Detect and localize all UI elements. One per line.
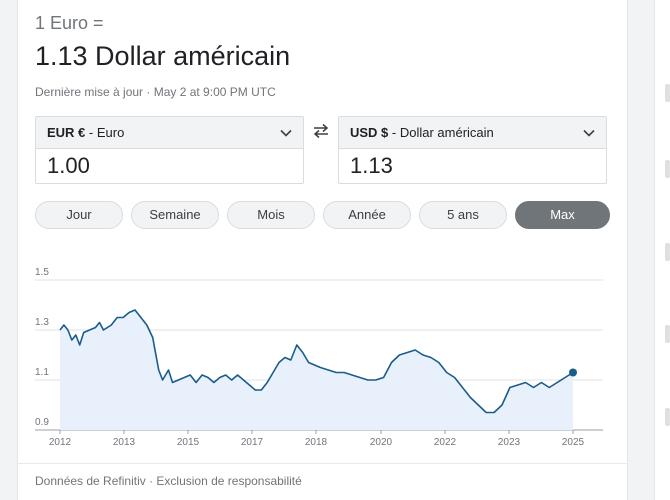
data-source-footer[interactable]: Données de Refinitiv · Exclusion de resp… (35, 474, 302, 488)
to-currency-box: USD $ - Dollar américain 1.13 (338, 116, 607, 184)
tab-year[interactable]: Année (323, 201, 411, 229)
conversion-result: 1.13 Dollar américain (35, 41, 291, 71)
chevron-down-icon (583, 129, 595, 137)
to-currency-name: - Dollar américain (388, 125, 494, 140)
adjacent-card-marker (665, 243, 670, 261)
y-tick-label: 1.3 (35, 317, 49, 328)
to-currency-code: USD $ (350, 125, 389, 140)
x-tick-label: 2020 (370, 437, 393, 448)
tab-day[interactable]: Jour (35, 201, 123, 229)
to-currency-select[interactable]: USD $ - Dollar américain (339, 117, 606, 149)
adjacent-card-marker (665, 160, 670, 178)
y-tick-label: 1.5 (35, 267, 49, 278)
from-currency-name: - Euro (85, 125, 125, 140)
x-tick-label: 2015 (177, 437, 200, 448)
base-amount-label: 1 Euro = (35, 13, 104, 33)
x-tick-label: 2025 (562, 437, 585, 448)
tab-max[interactable]: Max (515, 201, 610, 229)
rate-line (59, 309, 574, 414)
tab-5-years[interactable]: 5 ans (419, 201, 507, 229)
footer-divider (18, 463, 627, 464)
to-amount-input[interactable]: 1.13 (350, 153, 393, 178)
x-tick-label: 2018 (305, 437, 328, 448)
from-currency-box: EUR € - Euro 1.00 (35, 116, 304, 184)
from-currency-code: EUR € (47, 125, 86, 140)
latest-point-marker (569, 368, 577, 377)
chevron-down-icon (280, 129, 292, 137)
area-fill (60, 310, 573, 430)
x-tick-label: 2017 (241, 437, 264, 448)
last-updated-text: Dernière mise à jour · May 2 at 9:00 PM … (35, 85, 276, 99)
tab-week[interactable]: Semaine (131, 201, 219, 229)
adjacent-card-marker (665, 408, 670, 426)
adjacent-card-marker (665, 84, 670, 102)
y-tick-label: 0.9 (35, 417, 49, 428)
x-tick-label: 2022 (434, 437, 457, 448)
tab-month[interactable]: Mois (227, 201, 315, 229)
x-tick-label: 2023 (498, 437, 521, 448)
adjacent-card-marker (665, 325, 670, 343)
adjacent-card-edge (654, 0, 670, 500)
y-tick-label: 1.1 (35, 367, 49, 378)
from-amount-input[interactable]: 1.00 (47, 153, 90, 178)
from-currency-select[interactable]: EUR € - Euro (36, 117, 303, 149)
x-tick-label: 2013 (113, 437, 136, 448)
x-tick-label: 2012 (49, 437, 72, 448)
swap-arrows-icon[interactable] (312, 122, 330, 140)
